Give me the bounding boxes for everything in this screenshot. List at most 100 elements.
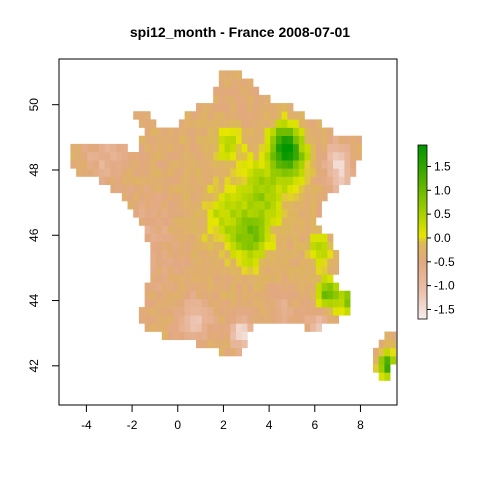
raster-cell: [293, 184, 300, 194]
raster-cell: [275, 266, 282, 275]
raster-cell: [184, 176, 191, 185]
raster-cell: [213, 339, 220, 349]
raster-cell: [264, 217, 271, 226]
raster-cell: [150, 282, 157, 292]
raster-cell: [304, 168, 311, 177]
raster-cell: [287, 225, 294, 234]
raster-cell: [304, 307, 311, 316]
raster-cell: [321, 274, 328, 283]
raster-cell: [338, 135, 345, 145]
raster-cell: [287, 217, 294, 226]
raster-cell: [178, 152, 185, 161]
raster-cell: [310, 241, 317, 251]
colorbar-segment: [418, 205, 427, 210]
raster-cell: [235, 249, 242, 259]
raster-cell: [144, 307, 151, 316]
raster-cell: [161, 200, 168, 210]
raster-cell: [241, 94, 248, 104]
raster-cell: [333, 249, 340, 259]
raster-cell: [327, 176, 334, 185]
raster-cell: [327, 233, 334, 243]
raster-cell: [304, 241, 311, 251]
raster-cell: [304, 274, 311, 283]
x-tick-label: 4: [266, 418, 273, 432]
raster-cell: [230, 200, 237, 210]
raster-cell: [293, 225, 300, 234]
raster-cell: [264, 315, 271, 324]
raster-cell: [253, 143, 260, 153]
raster-cell: [224, 94, 231, 104]
raster-cell: [196, 176, 203, 185]
raster-cell: [201, 331, 208, 341]
raster-cell: [178, 200, 185, 210]
raster-cell: [390, 339, 397, 349]
colorbar-tick-label: -0.5: [434, 255, 455, 269]
raster-cell: [235, 152, 242, 161]
raster-cell: [264, 241, 271, 251]
raster-cell: [161, 160, 168, 169]
raster-cell: [161, 274, 168, 283]
raster-cell: [201, 339, 208, 349]
raster-cell: [156, 298, 163, 308]
raster-cell: [150, 258, 157, 267]
raster-cell: [218, 184, 225, 194]
raster-cell: [333, 184, 340, 194]
raster-cell: [338, 168, 345, 177]
raster-cell: [298, 233, 305, 243]
raster-cell: [196, 209, 203, 218]
raster-cell: [293, 315, 300, 324]
raster-cell: [144, 119, 151, 128]
raster-cell: [293, 217, 300, 226]
colorbar-segment: [418, 182, 427, 186]
raster-cell: [201, 192, 208, 202]
raster-cell: [338, 152, 345, 161]
raster-cell: [287, 258, 294, 267]
raster-cell: [230, 307, 237, 316]
raster-cell: [321, 127, 328, 137]
spi-raster-layer: [70, 70, 397, 381]
colorbar-segment: [418, 290, 427, 294]
raster-cell: [258, 298, 265, 308]
raster-cell: [201, 298, 208, 308]
colorbar-segment: [418, 275, 427, 279]
raster-cell: [310, 315, 317, 324]
raster-cell: [207, 225, 214, 234]
raster-cell: [350, 152, 357, 161]
raster-cell: [167, 233, 174, 243]
raster-cell: [258, 274, 265, 283]
colorbar-segment: [418, 156, 427, 160]
raster-cell: [156, 225, 163, 234]
raster-cell: [161, 307, 168, 316]
raster-cell: [196, 339, 203, 349]
raster-cell: [310, 176, 317, 185]
raster-cell: [275, 200, 282, 210]
raster-cell: [298, 176, 305, 185]
raster-cell: [196, 217, 203, 226]
raster-cell: [230, 249, 237, 259]
raster-cell: [293, 176, 300, 185]
colorbar-segment: [418, 188, 427, 192]
raster-cell: [310, 298, 317, 308]
raster-cell: [241, 111, 248, 120]
colorbar-tick-label: 0.0: [434, 231, 451, 245]
raster-cell: [224, 249, 231, 259]
raster-cell: [264, 307, 271, 316]
colorbar-segment: [418, 223, 427, 227]
raster-cell: [196, 160, 203, 169]
raster-cell: [235, 119, 242, 128]
colorbar-segment: [418, 278, 427, 282]
raster-cell: [241, 192, 248, 202]
raster-cell: [287, 315, 294, 324]
raster-cell: [81, 143, 88, 153]
raster-cell: [121, 176, 128, 185]
raster-cell: [258, 217, 265, 226]
raster-cell: [196, 225, 203, 234]
raster-cell: [110, 160, 117, 169]
colorbar-segment: [418, 298, 427, 302]
raster-cell: [196, 331, 203, 341]
raster-cell: [173, 200, 180, 210]
raster-cell: [293, 168, 300, 177]
raster-cell: [281, 315, 288, 324]
raster-cell: [235, 339, 242, 349]
raster-cell: [196, 307, 203, 316]
